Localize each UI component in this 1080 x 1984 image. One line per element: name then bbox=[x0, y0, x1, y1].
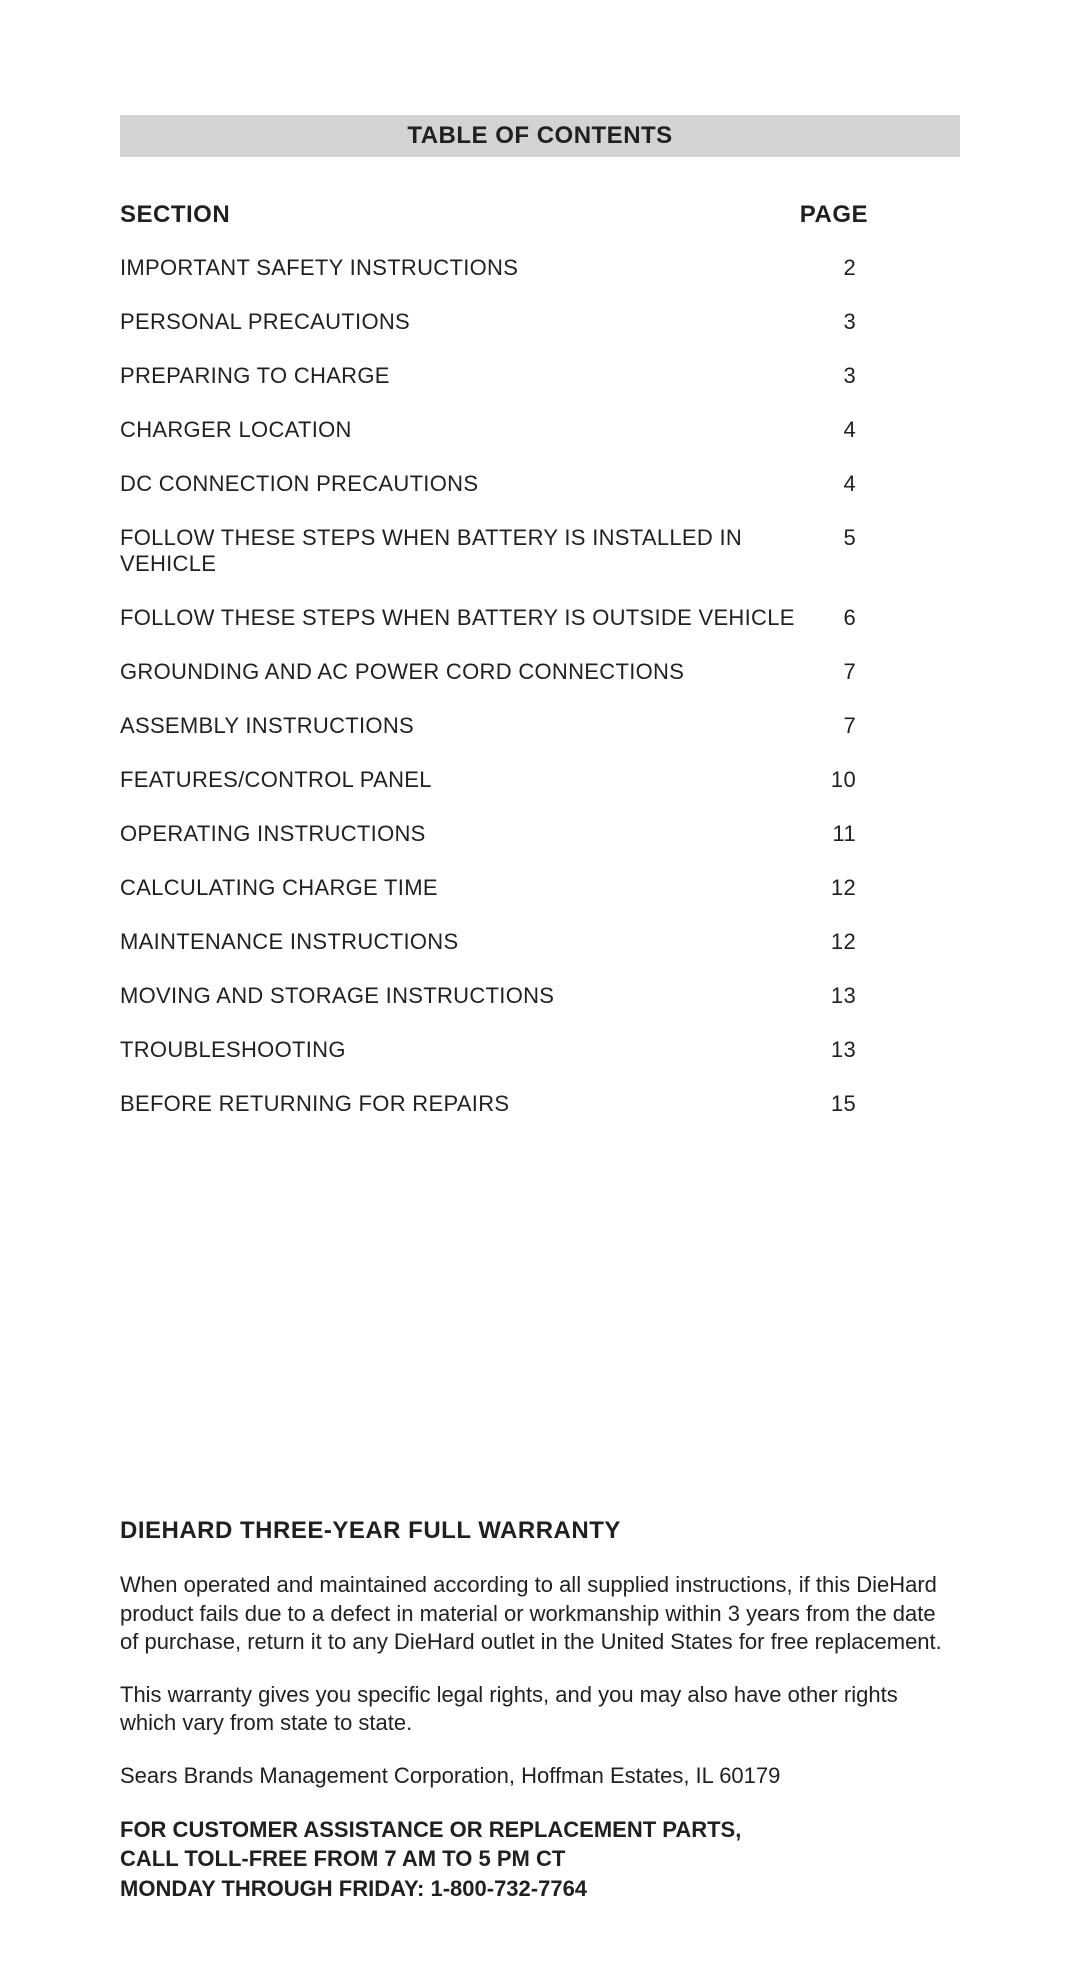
toc-section: IMPORTANT SAFETY INSTRUCTIONS bbox=[120, 255, 820, 281]
toc-row: PREPARING TO CHARGE 3 bbox=[120, 363, 960, 389]
contact-line: MONDAY THROUGH FRIDAY: 1-800-732-7764 bbox=[120, 1874, 960, 1904]
document-page: TABLE OF CONTENTS SECTION PAGE IMPORTANT… bbox=[0, 0, 1080, 1984]
toc-page: 12 bbox=[820, 929, 856, 955]
toc-row: GROUNDING AND AC POWER CORD CONNECTIONS … bbox=[120, 659, 960, 685]
toc-row: DC CONNECTION PRECAUTIONS 4 bbox=[120, 471, 960, 497]
toc-page: 2 bbox=[820, 255, 856, 281]
toc-header-section: SECTION bbox=[120, 201, 230, 229]
toc-section: CALCULATING CHARGE TIME bbox=[120, 875, 820, 901]
toc-page: 7 bbox=[820, 713, 856, 739]
toc-page: 10 bbox=[820, 767, 856, 793]
toc-section: FEATURES/CONTROL PANEL bbox=[120, 767, 820, 793]
toc-row: IMPORTANT SAFETY INSTRUCTIONS 2 bbox=[120, 255, 960, 281]
toc-section: GROUNDING AND AC POWER CORD CONNECTIONS bbox=[120, 659, 820, 685]
toc-section: PERSONAL PRECAUTIONS bbox=[120, 309, 820, 335]
toc-section: TROUBLESHOOTING bbox=[120, 1037, 820, 1063]
toc-section: OPERATING INSTRUCTIONS bbox=[120, 821, 820, 847]
warranty-company-line: Sears Brands Management Corporation, Hof… bbox=[120, 1762, 960, 1791]
toc-page: 4 bbox=[820, 417, 856, 443]
toc-page: 5 bbox=[820, 525, 856, 577]
toc-page: 6 bbox=[820, 605, 856, 631]
toc-page: 15 bbox=[820, 1091, 856, 1117]
toc-page: 3 bbox=[820, 363, 856, 389]
toc-row: MOVING AND STORAGE INSTRUCTIONS 13 bbox=[120, 983, 960, 1009]
toc-page: 3 bbox=[820, 309, 856, 335]
toc-page: 4 bbox=[820, 471, 856, 497]
toc-header-page: PAGE bbox=[800, 201, 868, 229]
toc-page: 12 bbox=[820, 875, 856, 901]
toc-row: MAINTENANCE INSTRUCTIONS 12 bbox=[120, 929, 960, 955]
toc-section: ASSEMBLY INSTRUCTIONS bbox=[120, 713, 820, 739]
toc-section: FOLLOW THESE STEPS WHEN BATTERY IS INSTA… bbox=[120, 525, 820, 577]
toc-page: 11 bbox=[820, 821, 856, 847]
toc-page: 13 bbox=[820, 983, 856, 1009]
toc-header-row: SECTION PAGE bbox=[120, 201, 960, 229]
toc-row: PERSONAL PRECAUTIONS 3 bbox=[120, 309, 960, 335]
contact-line: CALL TOLL-FREE FROM 7 AM TO 5 PM CT bbox=[120, 1844, 960, 1874]
toc-section: PREPARING TO CHARGE bbox=[120, 363, 820, 389]
toc-row: TROUBLESHOOTING 13 bbox=[120, 1037, 960, 1063]
toc-section: DC CONNECTION PRECAUTIONS bbox=[120, 471, 820, 497]
toc-row: CALCULATING CHARGE TIME 12 bbox=[120, 875, 960, 901]
toc-row: BEFORE RETURNING FOR REPAIRS 15 bbox=[120, 1091, 960, 1117]
toc-section: BEFORE RETURNING FOR REPAIRS bbox=[120, 1091, 820, 1117]
warranty-paragraph: This warranty gives you specific legal r… bbox=[120, 1681, 960, 1738]
warranty-heading: DIEHARD THREE-YEAR FULL WARRANTY bbox=[120, 1517, 960, 1545]
toc-section: MOVING AND STORAGE INSTRUCTIONS bbox=[120, 983, 820, 1009]
title-bar: TABLE OF CONTENTS bbox=[120, 115, 960, 157]
toc-section: CHARGER LOCATION bbox=[120, 417, 820, 443]
toc-page: 7 bbox=[820, 659, 856, 685]
toc-section: FOLLOW THESE STEPS WHEN BATTERY IS OUTSI… bbox=[120, 605, 820, 631]
warranty-section: DIEHARD THREE-YEAR FULL WARRANTY When op… bbox=[120, 1517, 960, 1904]
toc-row: CHARGER LOCATION 4 bbox=[120, 417, 960, 443]
warranty-paragraph: When operated and maintained according t… bbox=[120, 1571, 960, 1657]
toc-row: ASSEMBLY INSTRUCTIONS 7 bbox=[120, 713, 960, 739]
contact-block: FOR CUSTOMER ASSISTANCE OR REPLACEMENT P… bbox=[120, 1815, 960, 1904]
toc-row: OPERATING INSTRUCTIONS 11 bbox=[120, 821, 960, 847]
toc-row: FEATURES/CONTROL PANEL 10 bbox=[120, 767, 960, 793]
toc-list: IMPORTANT SAFETY INSTRUCTIONS 2 PERSONAL… bbox=[120, 255, 960, 1117]
toc-section: MAINTENANCE INSTRUCTIONS bbox=[120, 929, 820, 955]
toc-row: FOLLOW THESE STEPS WHEN BATTERY IS INSTA… bbox=[120, 525, 960, 577]
toc-page: 13 bbox=[820, 1037, 856, 1063]
toc-row: FOLLOW THESE STEPS WHEN BATTERY IS OUTSI… bbox=[120, 605, 960, 631]
contact-line: FOR CUSTOMER ASSISTANCE OR REPLACEMENT P… bbox=[120, 1815, 960, 1845]
